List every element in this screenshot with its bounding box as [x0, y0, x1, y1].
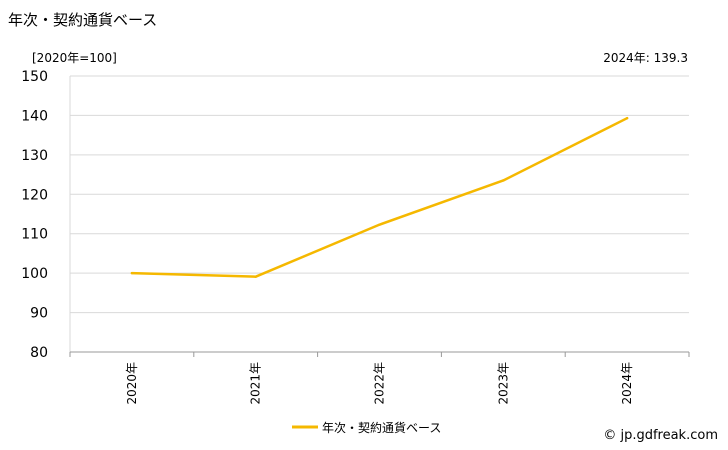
y-tick-label-90: 90	[30, 306, 48, 322]
y-tick-label-100: 100	[21, 266, 48, 282]
legend-label: 年次・契約通貨ベース	[322, 420, 441, 435]
y-tick-label-140: 140	[21, 108, 48, 124]
y-tick-label-110: 110	[21, 227, 48, 243]
x-tick-label-1: 2021年	[249, 362, 263, 405]
credit-text: © jp.gdfreak.com	[603, 428, 718, 443]
latest-value-label: 2024年: 139.3	[603, 49, 688, 66]
series-group	[130, 116, 629, 278]
chart-title: 年次・契約通貨ベース	[8, 11, 158, 29]
y-tick-label-80: 80	[30, 345, 48, 361]
legend: 年次・契約通貨ベース	[292, 420, 441, 435]
data-point-0	[130, 271, 134, 275]
y-axis-ticks: 80 90 100 110 120 130 140 150	[21, 69, 48, 361]
x-tick-label-3: 2023年	[496, 362, 510, 405]
series-line-0	[130, 116, 629, 278]
y-tick-label-120: 120	[21, 187, 48, 203]
x-axis-ticks: 2020年 2021年 2022年 2023年 2024年	[69, 352, 690, 405]
y-tick-label-150: 150	[21, 69, 48, 85]
y-tick-label-130: 130	[21, 148, 48, 164]
data-point-1	[254, 275, 257, 278]
unit-label: [2020年=100]	[32, 51, 117, 65]
data-point-4	[625, 116, 629, 120]
grid-lines	[69, 75, 689, 353]
latest-value: 139.3	[653, 51, 688, 65]
latest-year: 2024年:	[603, 51, 650, 65]
x-tick-label-4: 2024年	[620, 362, 634, 405]
data-point-3	[502, 179, 505, 182]
data-point-2	[378, 223, 381, 226]
x-tick-label-0: 2020年	[125, 362, 139, 405]
x-tick-label-2: 2022年	[373, 362, 387, 405]
